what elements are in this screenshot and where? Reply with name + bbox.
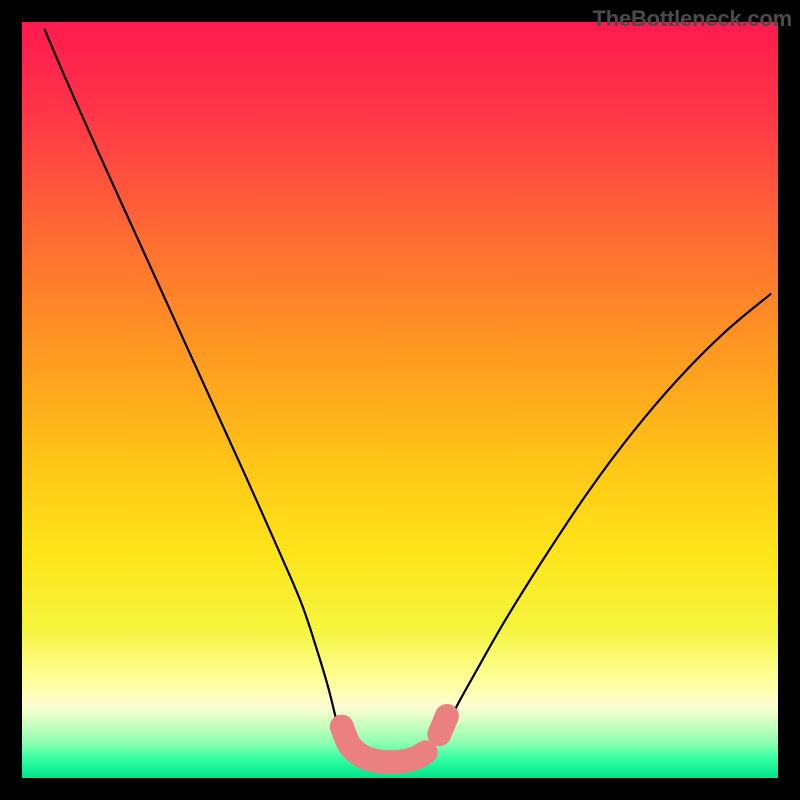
worm-segment xyxy=(439,716,447,734)
bottleneck-chart xyxy=(0,0,800,800)
watermark-text: TheBottleneck.com xyxy=(592,6,792,32)
chart-stage: TheBottleneck.com xyxy=(0,0,800,800)
gradient-plot-area xyxy=(22,22,778,778)
